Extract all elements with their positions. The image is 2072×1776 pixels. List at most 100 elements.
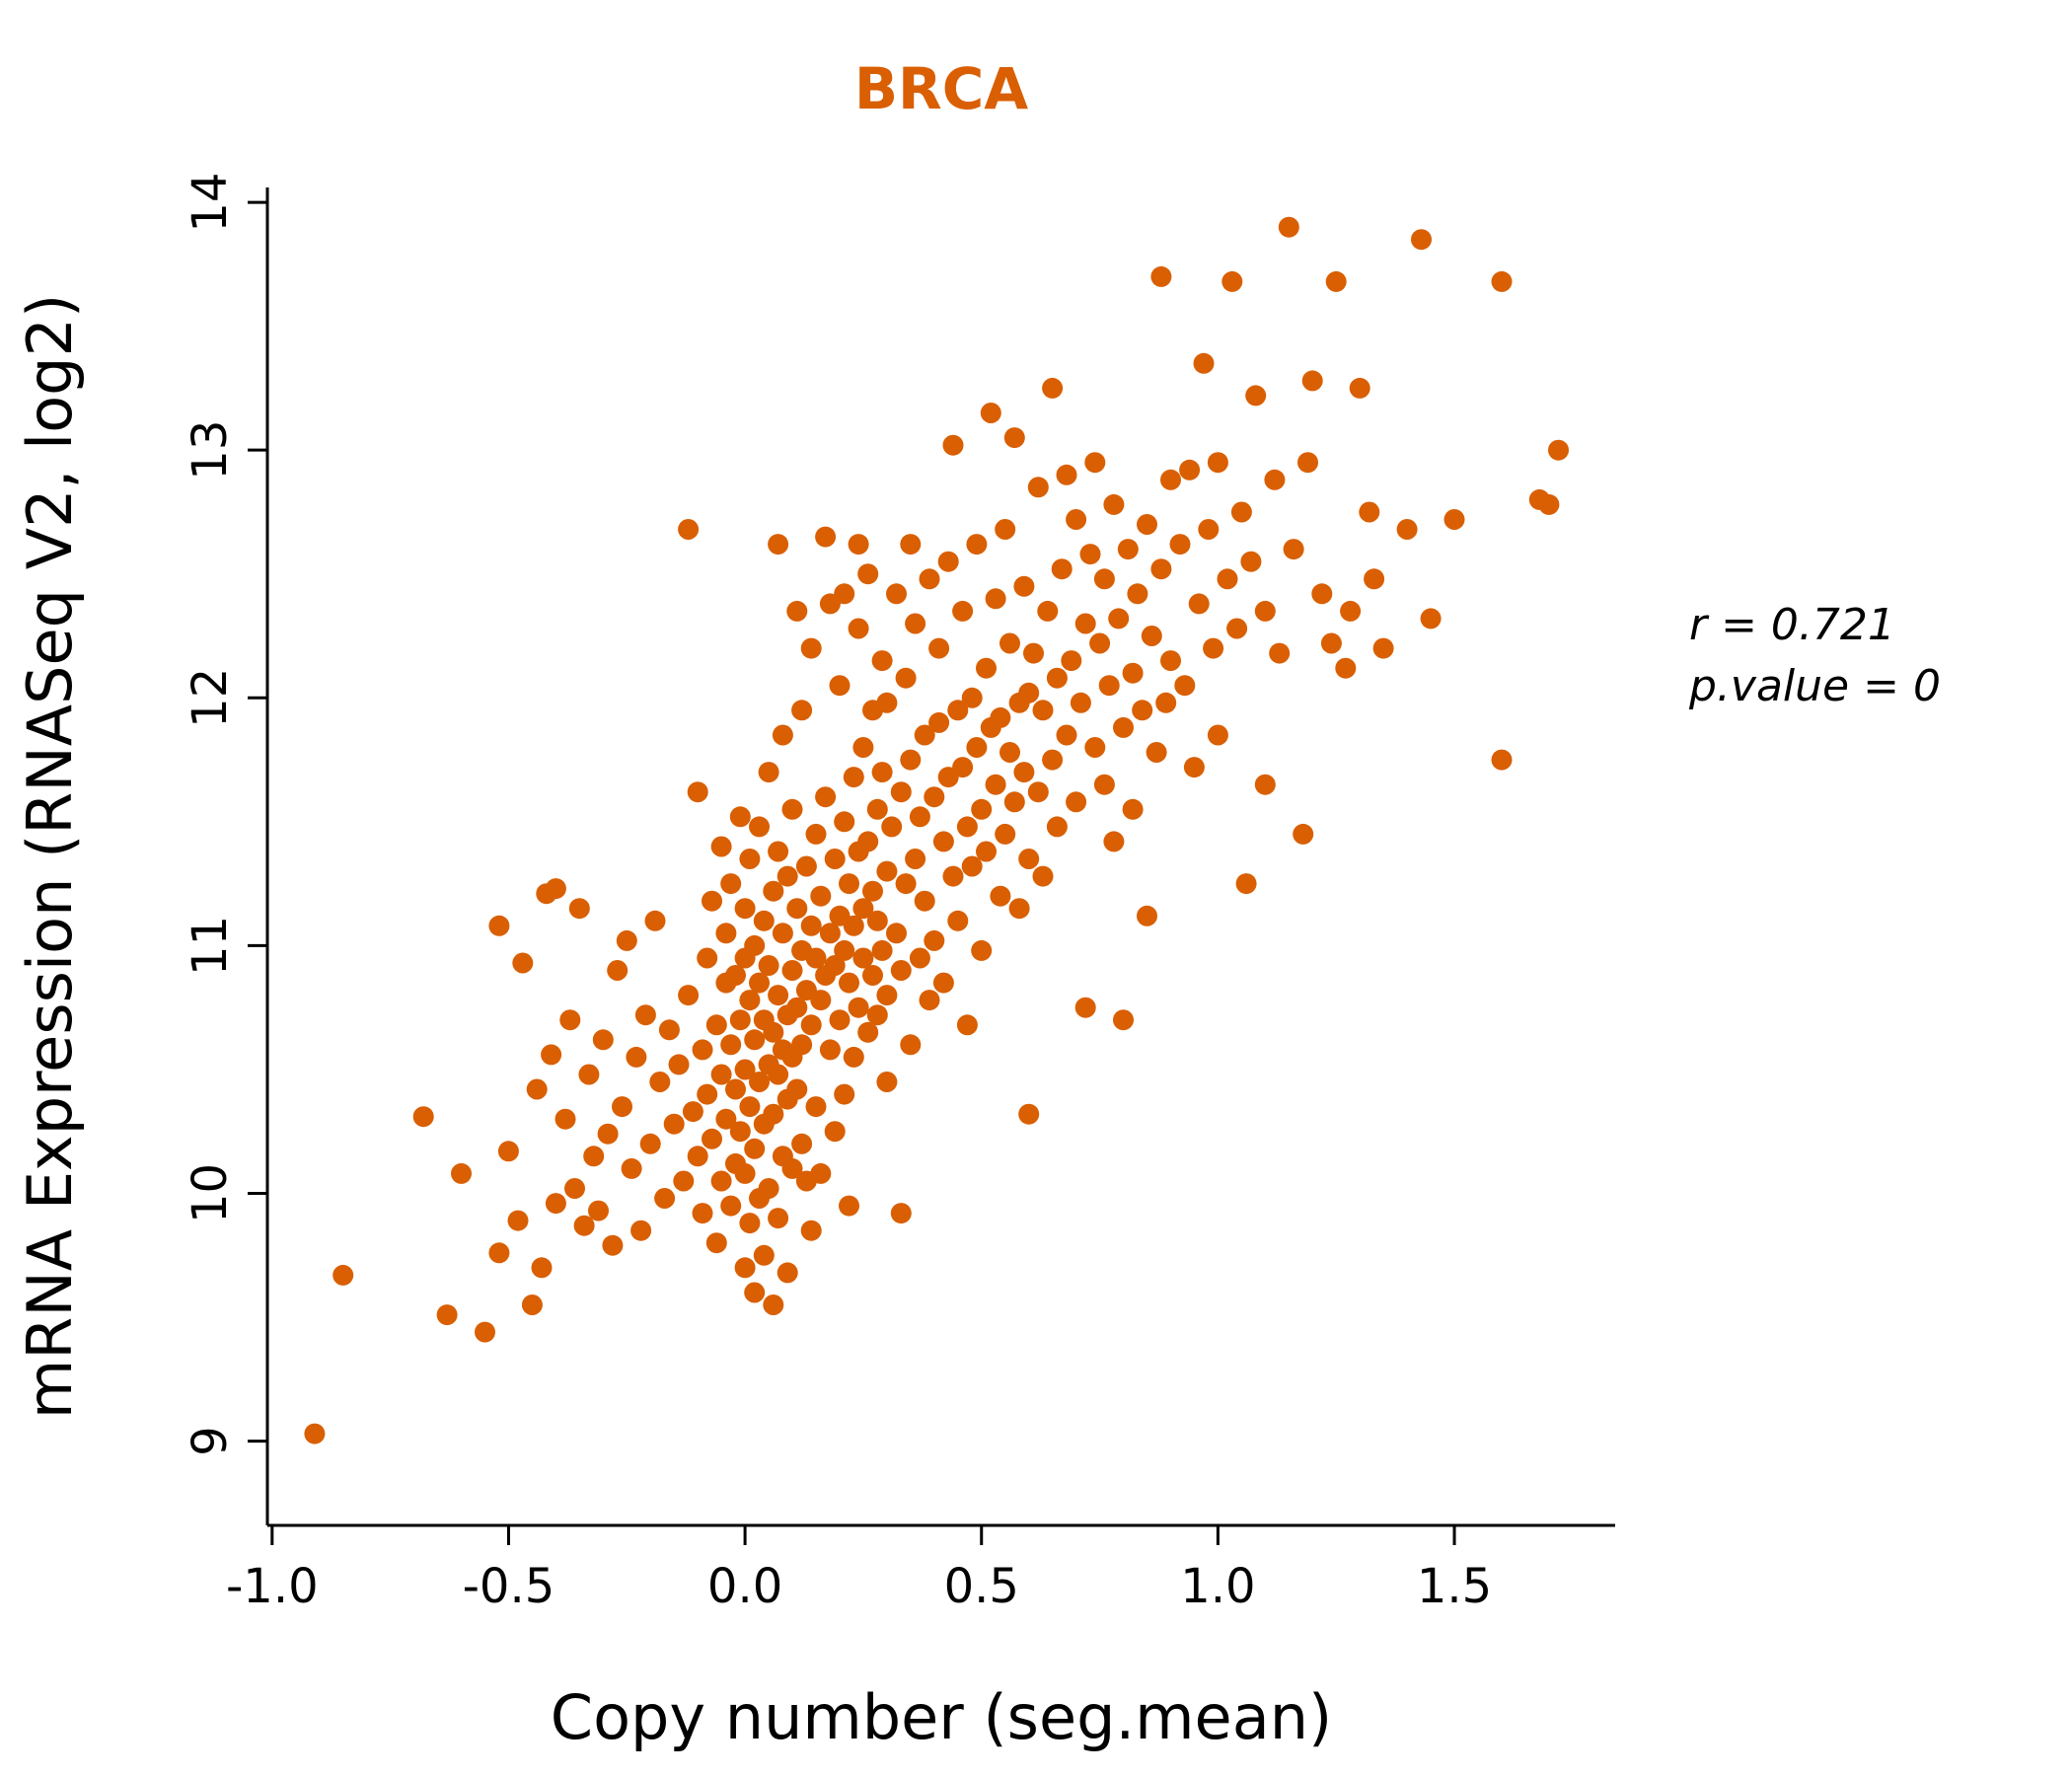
data-point [1141, 626, 1162, 646]
data-point [932, 831, 954, 852]
data-point [678, 519, 700, 540]
data-point [1056, 464, 1077, 485]
data-point [1027, 781, 1049, 803]
data-point [634, 1004, 656, 1026]
data-point [768, 1208, 789, 1229]
data-point [555, 1108, 576, 1130]
data-point [626, 1046, 647, 1068]
data-point [729, 1009, 751, 1031]
data-point [758, 955, 779, 976]
y-tick-label: 11 [183, 916, 238, 976]
data-point [961, 855, 983, 877]
data-point [1198, 519, 1220, 540]
data-point [1093, 568, 1115, 590]
data-point [573, 1215, 595, 1236]
data-point [739, 1213, 761, 1234]
data-point [715, 1108, 737, 1130]
data-point [1207, 724, 1228, 746]
data-point [739, 849, 761, 869]
data-point [890, 781, 912, 803]
data-point [852, 947, 874, 969]
data-point [710, 1064, 732, 1085]
data-point [956, 816, 978, 838]
data-point [763, 1295, 784, 1315]
data-point [857, 563, 879, 585]
data-point [763, 880, 784, 902]
data-point [781, 1157, 803, 1179]
data-point [795, 855, 817, 877]
data-point [497, 1141, 519, 1162]
data-point [815, 786, 837, 808]
data-point [805, 947, 827, 969]
data-point [1491, 749, 1513, 771]
data-point [578, 1064, 600, 1085]
data-point [1301, 370, 1323, 392]
data-point [1008, 898, 1030, 920]
data-point [658, 1019, 680, 1041]
data-point [715, 923, 737, 944]
data-point [734, 898, 756, 920]
data-point [1103, 493, 1125, 515]
data-point [607, 960, 629, 981]
data-point [673, 1170, 695, 1192]
data-point [749, 1072, 770, 1092]
data-point [739, 1096, 761, 1118]
data-point [914, 724, 935, 746]
data-point [976, 841, 997, 862]
data-point [829, 1009, 851, 1031]
data-point [1074, 613, 1096, 634]
data-point [871, 939, 893, 961]
data-point [866, 798, 888, 820]
data-point [697, 1083, 718, 1105]
data-point [1013, 762, 1035, 783]
data-point [1372, 637, 1394, 659]
data-point [781, 960, 803, 981]
data-point [1113, 716, 1134, 738]
data-point [744, 1029, 766, 1051]
data-point [1548, 439, 1569, 461]
data-point [597, 1123, 619, 1145]
data-point [639, 1133, 661, 1154]
data-point [1037, 600, 1059, 622]
data-point [697, 947, 718, 969]
data-point [1335, 657, 1357, 679]
data-point [1411, 229, 1432, 251]
data-point [824, 955, 846, 976]
data-point [507, 1210, 529, 1231]
data-point [999, 742, 1020, 763]
data-point [871, 650, 893, 672]
data-point [1264, 469, 1286, 490]
data-point [834, 1083, 855, 1105]
data-point [541, 1044, 562, 1066]
data-point [612, 1096, 632, 1118]
x-tick-label: -1.0 [226, 1559, 319, 1614]
data-point [1122, 662, 1144, 684]
data-point [1169, 534, 1191, 555]
data-point [1297, 452, 1318, 474]
data-point [720, 873, 742, 895]
data-point [1160, 650, 1181, 672]
data-point [895, 667, 917, 689]
data-point [451, 1162, 472, 1184]
data-point [654, 1188, 676, 1209]
data-point [1364, 568, 1385, 590]
data-point [763, 1021, 784, 1043]
data-point [1396, 519, 1418, 540]
data-point [862, 880, 883, 902]
data-point [839, 873, 859, 895]
data-point [1042, 377, 1064, 399]
data-point [1174, 675, 1196, 697]
x-tick-label: -0.5 [463, 1559, 555, 1614]
data-point [843, 1046, 864, 1068]
data-point [857, 1021, 879, 1043]
data-point [616, 929, 637, 951]
data-point [810, 1162, 832, 1184]
data-point [815, 526, 837, 548]
data-point [1098, 675, 1120, 697]
data-point [905, 849, 926, 869]
data-point [966, 534, 988, 555]
data-point [1269, 642, 1291, 664]
data-point [866, 910, 888, 931]
data-point [692, 1203, 713, 1224]
data-point [942, 434, 964, 456]
